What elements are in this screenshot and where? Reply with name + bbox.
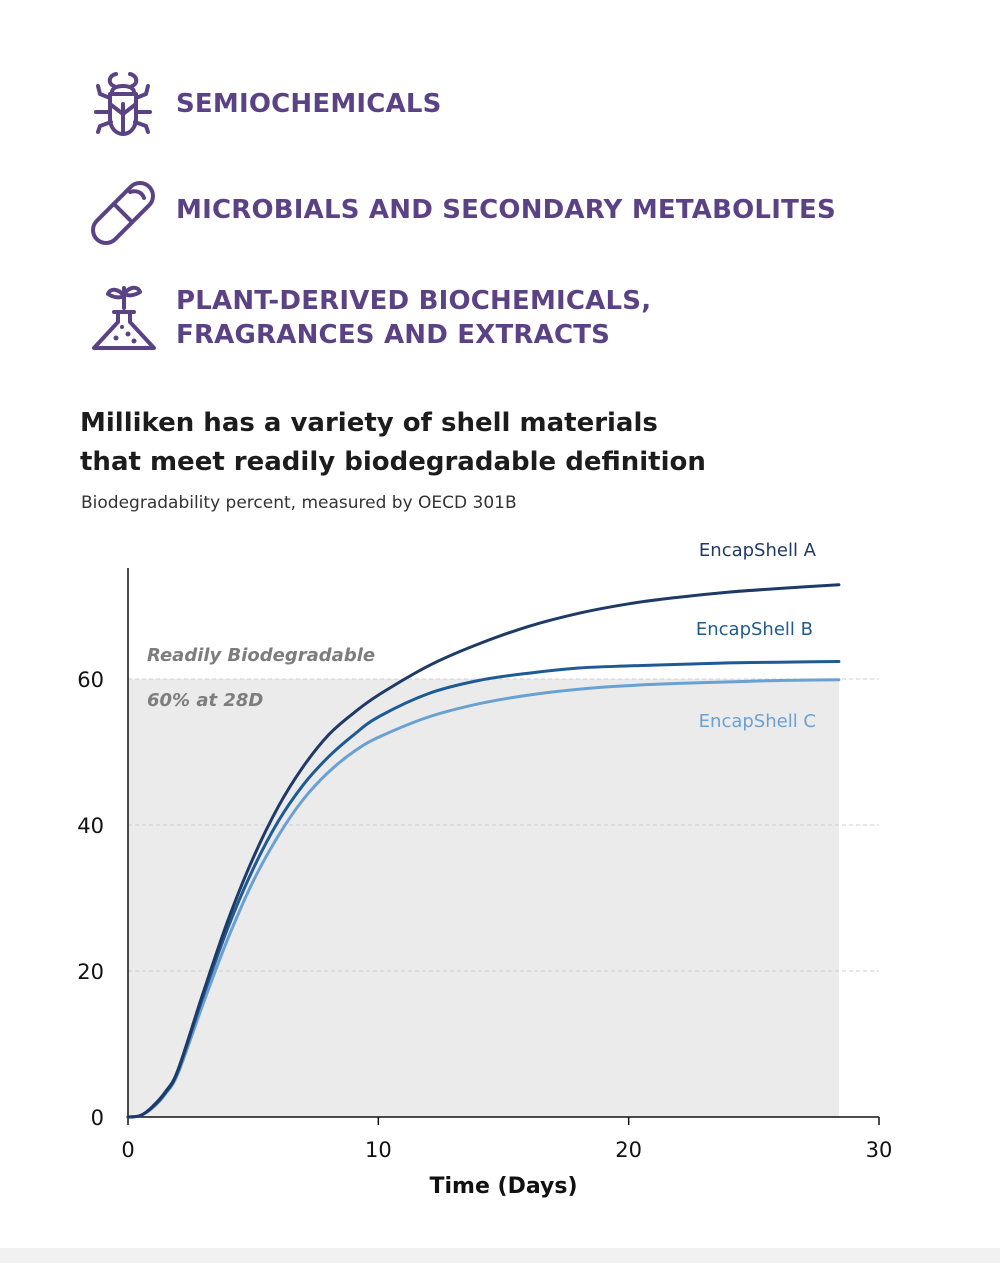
chart-title-line-1: Milliken has a variety of shell material… bbox=[80, 408, 658, 438]
series-label-encapshell-b: EncapShell B bbox=[696, 619, 813, 640]
category-label: MICROBIALS AND SECONDARY METABOLITES bbox=[176, 195, 836, 225]
series-label-encapshell-c: EncapShell C bbox=[699, 711, 816, 732]
series-label-encapshell-a: EncapShell A bbox=[699, 540, 817, 561]
x-tick-label-20: 20 bbox=[615, 1138, 642, 1162]
series-line-encapshell-a bbox=[126, 583, 841, 1119]
y-tick-label-0: 0 bbox=[91, 1106, 104, 1130]
x-tick-label-10: 10 bbox=[365, 1138, 392, 1162]
x-axis-title: Time (Days) bbox=[429, 1174, 577, 1199]
category-label-line-1: PLANT-DERIVED BIOCHEMICALS, bbox=[176, 286, 652, 316]
flask-sprout-icon bbox=[88, 282, 160, 354]
x-tick-label-0: 0 bbox=[121, 1138, 134, 1162]
category-label: SEMIOCHEMICALS bbox=[176, 89, 442, 119]
y-tick-label-20: 20 bbox=[77, 960, 104, 984]
chart-title-line-2: that meet readily biodegradable definiti… bbox=[80, 447, 706, 477]
category-label-line-2: FRAGRANCES AND EXTRACTS bbox=[176, 320, 611, 350]
y-tick-label-40: 40 bbox=[77, 814, 104, 838]
x-tick-label-30: 30 bbox=[866, 1138, 893, 1162]
threshold-sublabel: 60% at 28D bbox=[147, 690, 263, 711]
footer-band bbox=[0, 1248, 1000, 1263]
threshold-label: Readily Biodegradable bbox=[147, 645, 375, 666]
readily-biodegradable-band bbox=[128, 679, 839, 1117]
beetle-icon bbox=[88, 70, 158, 140]
y-tick-label-60: 60 bbox=[77, 668, 104, 692]
capsule-icon bbox=[88, 178, 158, 248]
chart-subtitle: Biodegradability percent, measured by OE… bbox=[81, 493, 517, 513]
